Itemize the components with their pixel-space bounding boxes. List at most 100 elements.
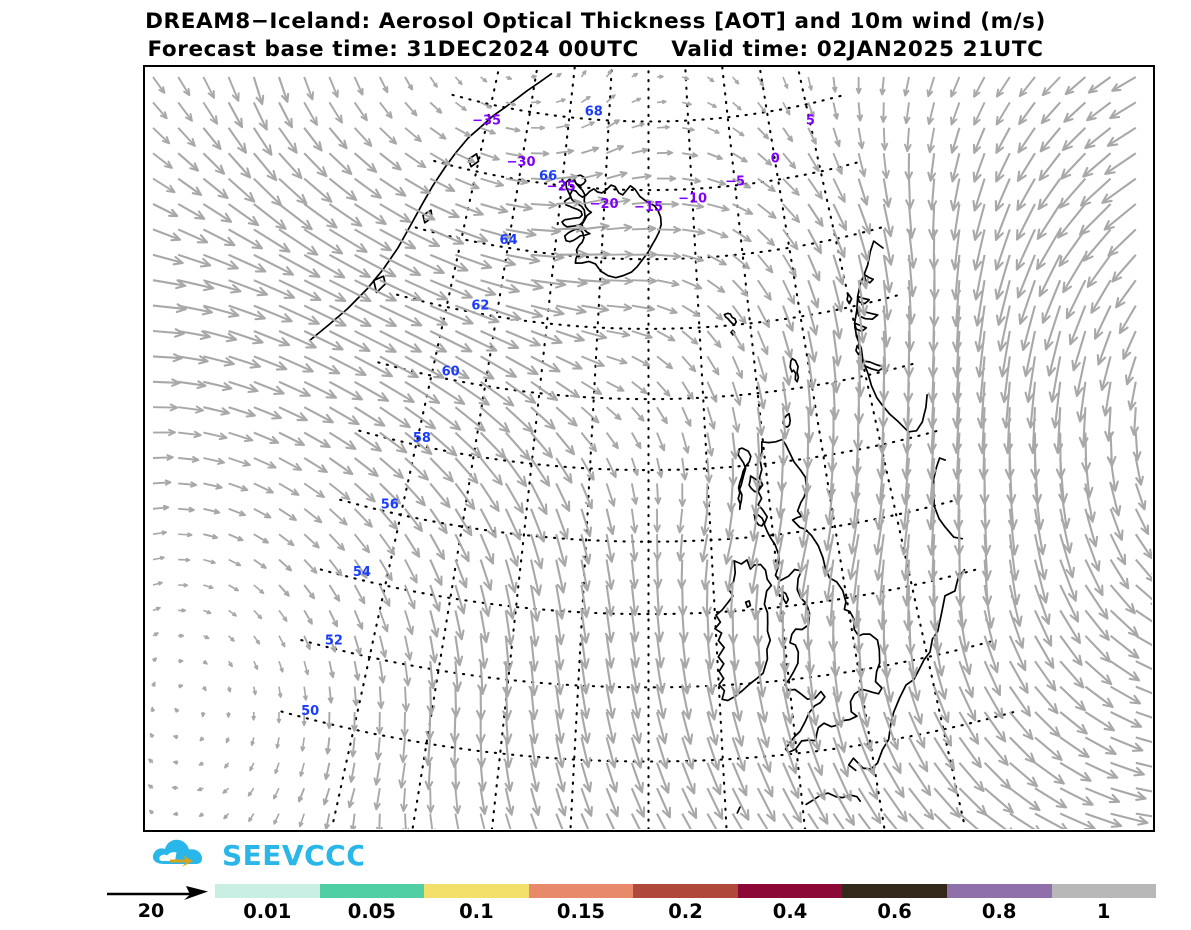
wind-vector-head [635, 806, 646, 818]
wind-vector-head [1009, 827, 1013, 829]
wind-vector-head [676, 551, 685, 562]
wind-vector-shaft [605, 813, 615, 829]
wind-vector-head [482, 369, 495, 380]
wind-vector-shaft [479, 584, 490, 617]
wind-vector-head [1114, 529, 1124, 541]
wind-vector-shaft [927, 76, 936, 97]
wind-vector-head [283, 289, 296, 299]
wind-vector-shaft [404, 152, 426, 168]
wind-vector-shaft [429, 431, 457, 457]
wind-vector-shaft [731, 407, 739, 432]
wind-vector-shaft [983, 686, 1004, 719]
wind-vector-shaft [348, 787, 356, 808]
wind-vector-head [859, 277, 869, 290]
wind-vector-head [395, 186, 407, 197]
wind-vector-head [692, 310, 701, 318]
wind-vector-head [434, 575, 443, 586]
wind-vector-shaft [328, 152, 353, 175]
wind-vector-shaft [707, 177, 726, 186]
wind-vector-shaft [1134, 457, 1143, 485]
wind-vector-head [391, 161, 402, 171]
wind-vector-head [1063, 542, 1073, 554]
wind-vector-shaft [228, 279, 268, 296]
wind-vector-shaft [328, 330, 370, 352]
wind-vector-head [348, 415, 360, 426]
seevccc-logo[interactable]: SEEVCCC [148, 834, 363, 874]
wind-vector-head [686, 782, 696, 795]
map-panel[interactable]: 50 52 54 56 58 60 62 64 66 68 −35 −30 −25 −20 −15 −10 −5… [143, 65, 1155, 832]
wind-vector-head [252, 334, 264, 345]
wind-vector-head [357, 87, 364, 96]
wind-vector-shaft [530, 304, 564, 315]
wind-vector-head [682, 445, 690, 454]
wind-vector-shaft [1024, 330, 1037, 377]
wind-vector-head [172, 255, 184, 266]
wind-vector-shaft [555, 711, 563, 744]
wind-vector-head [1103, 721, 1116, 732]
wind-vector-head [1016, 199, 1027, 212]
wind-vector-head [487, 314, 500, 324]
wind-vector-shaft [857, 305, 865, 343]
wind-vector-head [942, 735, 953, 747]
wind-vector-shaft [1008, 711, 1034, 740]
wind-vector-head [365, 492, 376, 503]
wind-vector-head [262, 144, 273, 156]
wind-vector-shaft [299, 762, 305, 777]
wind-vector-head [604, 605, 615, 617]
wind-vector-head [585, 95, 591, 101]
wind-vector-head [584, 499, 593, 510]
wind-vector-head [385, 111, 393, 119]
wind-vector-shaft [1125, 356, 1137, 385]
wind-vector-head [597, 196, 608, 205]
wind-vector-head [1038, 169, 1050, 182]
wind-vector-shaft [631, 174, 651, 180]
colorbar-tick-label-5: 0.4 [772, 900, 808, 923]
wind-vector-head [910, 689, 921, 702]
wind-vector-shaft [904, 76, 910, 96]
wind-vector-head [1137, 816, 1149, 826]
wind-vector-head [630, 682, 641, 694]
wind-vector-head [621, 197, 631, 205]
wind-vector-shaft [252, 152, 278, 181]
wind-vector-shaft [706, 787, 724, 820]
wind-vector-shaft [454, 635, 461, 666]
wind-vector-shaft [732, 203, 753, 215]
wind-vector-head [538, 503, 548, 515]
wind-vector-head [1101, 405, 1112, 417]
wind-vector-head [366, 163, 378, 173]
wind-vector-shaft [983, 635, 999, 673]
wind-vector-shaft [781, 711, 795, 749]
wind-vector-shaft [605, 508, 614, 535]
wind-vector-shaft [703, 508, 709, 536]
wind-vector-head [255, 94, 265, 106]
wind-vector-head [273, 794, 278, 800]
wind-vector-shaft [278, 508, 297, 521]
parallel-66 [433, 159, 864, 192]
wind-vector-shaft [1109, 101, 1137, 119]
wind-vector-shaft [253, 253, 294, 276]
wind-vector-head [880, 115, 887, 123]
wind-vector-head [536, 100, 541, 105]
wind-vector-head [1090, 302, 1101, 314]
wind-vector-head [306, 91, 314, 101]
wind-vector-shaft [832, 279, 843, 312]
wind-vector-shaft [227, 152, 251, 179]
wind-vector-head [326, 722, 333, 730]
aot-colorbar[interactable]: 0.01 0.05 0.1 0.15 0.2 0.4 0.6 0.8 1 [215, 884, 1157, 924]
wind-vector-shaft [681, 432, 689, 454]
chart-title-block: DREAM8−Iceland: Aerosol Optical Thicknes… [0, 8, 1191, 64]
wind-vector-head [312, 541, 320, 549]
wind-vector-shaft [479, 610, 488, 643]
wind-vector-head [254, 310, 266, 321]
wind-vector-head [763, 291, 772, 301]
colorbar-tick-label-8: 1 [1096, 900, 1111, 923]
lat-label-62: 62 [471, 299, 489, 314]
wind-vector-shaft [902, 483, 911, 530]
wind-vector-shaft [1109, 483, 1120, 516]
wind-vector-shaft [1008, 635, 1027, 671]
wind-vector-shaft [455, 177, 480, 190]
wind-vector-head [534, 557, 544, 570]
wind-vector-shaft [429, 559, 443, 586]
wind-vector-head [410, 343, 422, 353]
wind-vector-shaft [581, 198, 607, 205]
